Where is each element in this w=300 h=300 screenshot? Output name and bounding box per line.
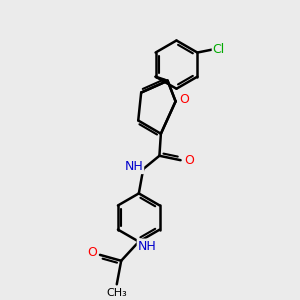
Text: NH: NH — [124, 160, 143, 173]
Text: O: O — [184, 154, 194, 167]
Text: Cl: Cl — [213, 43, 225, 56]
Text: NH: NH — [138, 240, 156, 253]
Text: CH₃: CH₃ — [106, 288, 127, 298]
Text: O: O — [179, 93, 189, 106]
Text: O: O — [87, 246, 97, 259]
